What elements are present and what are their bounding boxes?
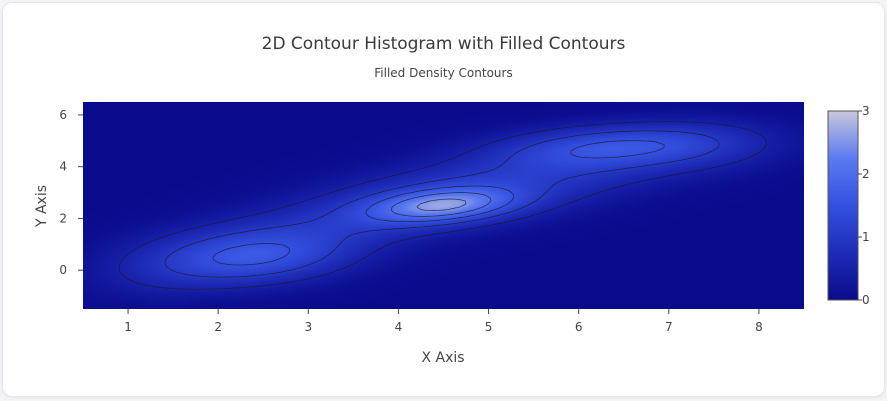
colorbar-tick-label: 3 — [862, 104, 870, 118]
contour-level-2 — [164, 130, 720, 278]
contour-level-1 — [118, 121, 767, 290]
y-tick-label: 0 — [59, 263, 67, 277]
colorbar-tick-label: 0 — [862, 293, 870, 307]
y-tick-label: 4 — [59, 160, 67, 174]
colorbar — [827, 110, 859, 301]
contour-level-4 — [390, 192, 492, 217]
x-tick-label: 4 — [395, 320, 403, 334]
x-tick-label: 5 — [485, 320, 493, 334]
x-axis-title: X Axis — [421, 350, 464, 366]
x-tick-label: 2 — [214, 320, 222, 334]
x-tick-label: 3 — [304, 320, 312, 334]
contour-lines — [118, 121, 767, 290]
contour-level-5 — [416, 198, 467, 211]
colorbar-ticks: 0 1 2 3 — [858, 104, 870, 307]
y-tick-label: 2 — [59, 211, 67, 225]
colorbar-tick-label: 2 — [862, 167, 870, 181]
x-tick-label: 1 — [124, 320, 132, 334]
y-axis-title: Y Axis — [34, 185, 50, 228]
x-tick-label: 6 — [575, 320, 583, 334]
x-tick-label: 7 — [665, 320, 673, 334]
chart-title: 2D Contour Histogram with Filled Contour… — [261, 34, 626, 54]
contour-level-3 — [212, 140, 665, 266]
x-tick-label: 8 — [755, 320, 763, 334]
y-tick-label: 6 — [59, 108, 67, 122]
colorbar-tick-label: 1 — [862, 230, 870, 244]
chart-subtitle: Filled Density Contours — [374, 66, 513, 80]
x-axis-ticks: 1 2 3 4 5 6 7 8 — [124, 309, 763, 334]
density-heatmap — [83, 102, 804, 309]
y-axis-ticks: 0 2 4 6 — [59, 108, 83, 277]
